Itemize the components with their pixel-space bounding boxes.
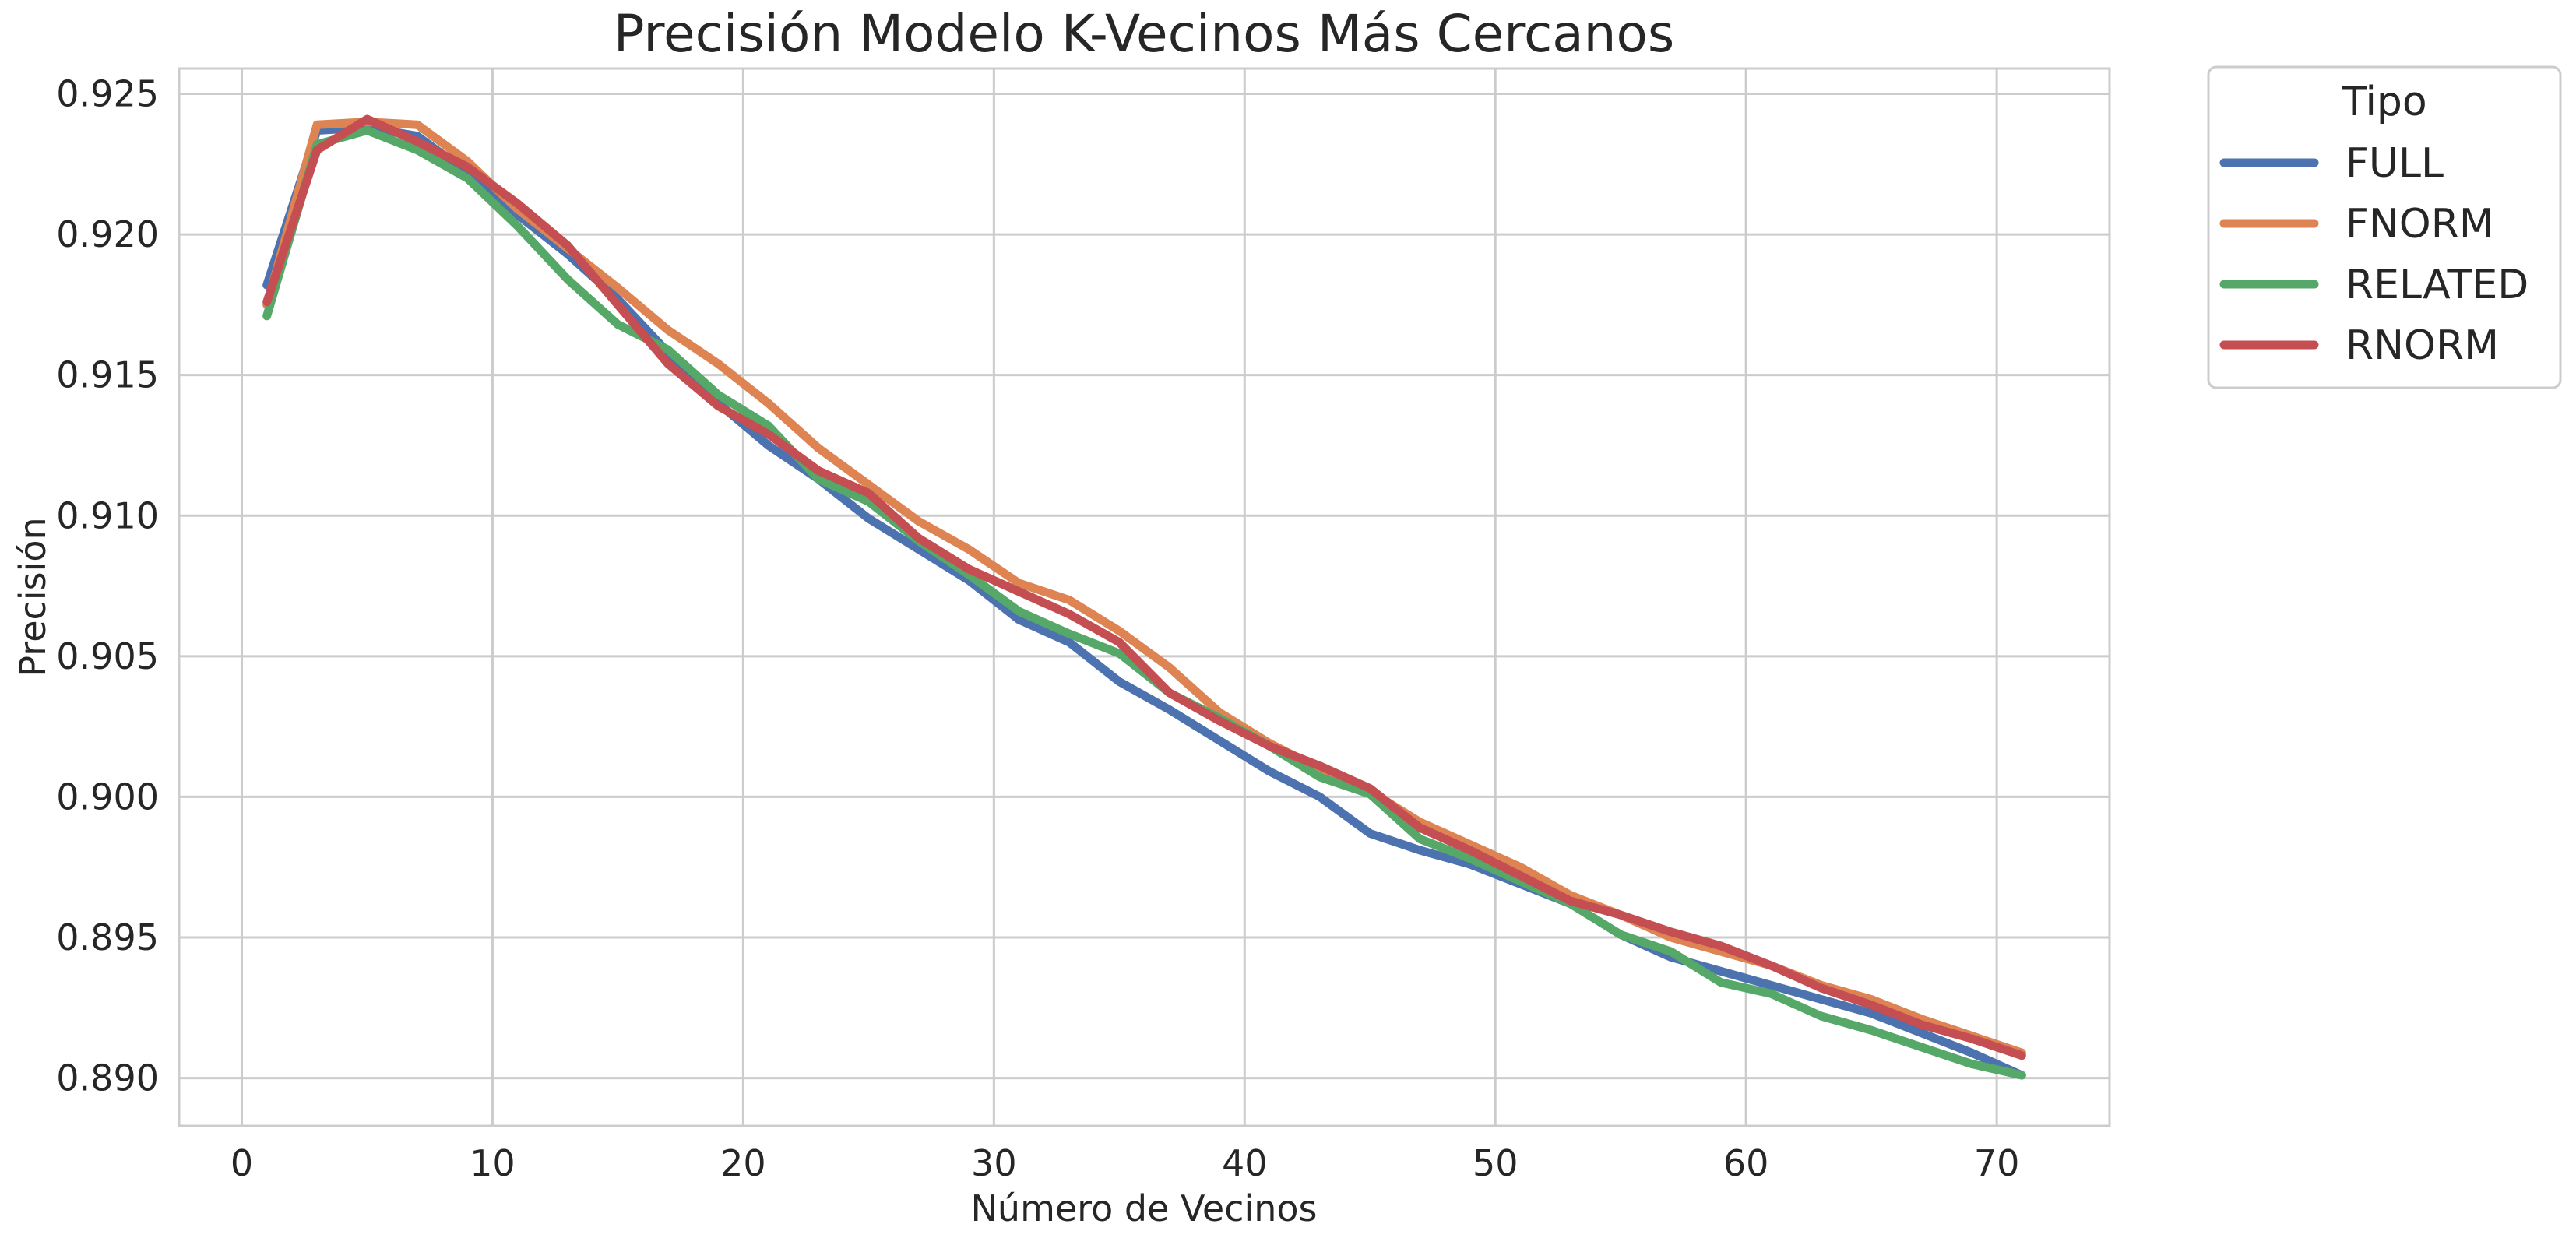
x-tick-label: 50 (1473, 1142, 1519, 1184)
legend-label-full: FULL (2345, 140, 2444, 187)
x-tick-label: 0 (231, 1142, 253, 1184)
legend-title: Tipo (2341, 79, 2426, 125)
x-axis-label: Número de Vecinos (971, 1187, 1318, 1229)
y-tick-label: 0.905 (56, 635, 159, 677)
x-tick-label: 60 (1723, 1142, 1769, 1184)
y-tick-label: 0.900 (56, 775, 159, 818)
y-axis-label: Precisión (12, 517, 54, 677)
y-tick-label: 0.925 (56, 73, 159, 115)
legend-items: FULL FNORM RELATED RNORM (2219, 140, 2528, 369)
legend-box (2207, 65, 2562, 389)
y-tick-label: 0.915 (56, 354, 159, 396)
x-tick-label: 40 (1222, 1142, 1268, 1184)
y-tick-label: 0.890 (56, 1057, 159, 1099)
legend: Tipo FULL FNORM RELATED RNORM (2207, 65, 2562, 389)
x-tick-label: 20 (720, 1142, 766, 1184)
legend-label-fnorm: FNORM (2345, 201, 2494, 248)
x-tick-label: 70 (1974, 1142, 2020, 1184)
chart-title: Precisión Modelo K-Vecinos Más Cercanos (614, 4, 1675, 64)
series-lines (262, 114, 2026, 1080)
grid (179, 69, 2110, 1126)
series-line-rnorm (262, 114, 2026, 1060)
y-tick-label: 0.920 (56, 213, 159, 255)
y-tick-label: 0.895 (56, 916, 159, 958)
legend-label-related: RELATED (2345, 262, 2528, 308)
y-tick-labels: 0.890 0.895 0.900 0.905 0.910 0.915 0.920 0.925 (56, 73, 159, 1099)
y-tick-label: 0.910 (56, 494, 159, 536)
x-tick-labels: 0 10 20 30 40 50 60 70 (231, 1142, 2020, 1184)
series-line-full (262, 123, 2026, 1080)
x-tick-label: 10 (470, 1142, 516, 1184)
legend-label-rnorm: RNORM (2345, 322, 2499, 369)
plot-frame (178, 67, 2111, 1127)
x-tick-label: 30 (971, 1142, 1017, 1184)
